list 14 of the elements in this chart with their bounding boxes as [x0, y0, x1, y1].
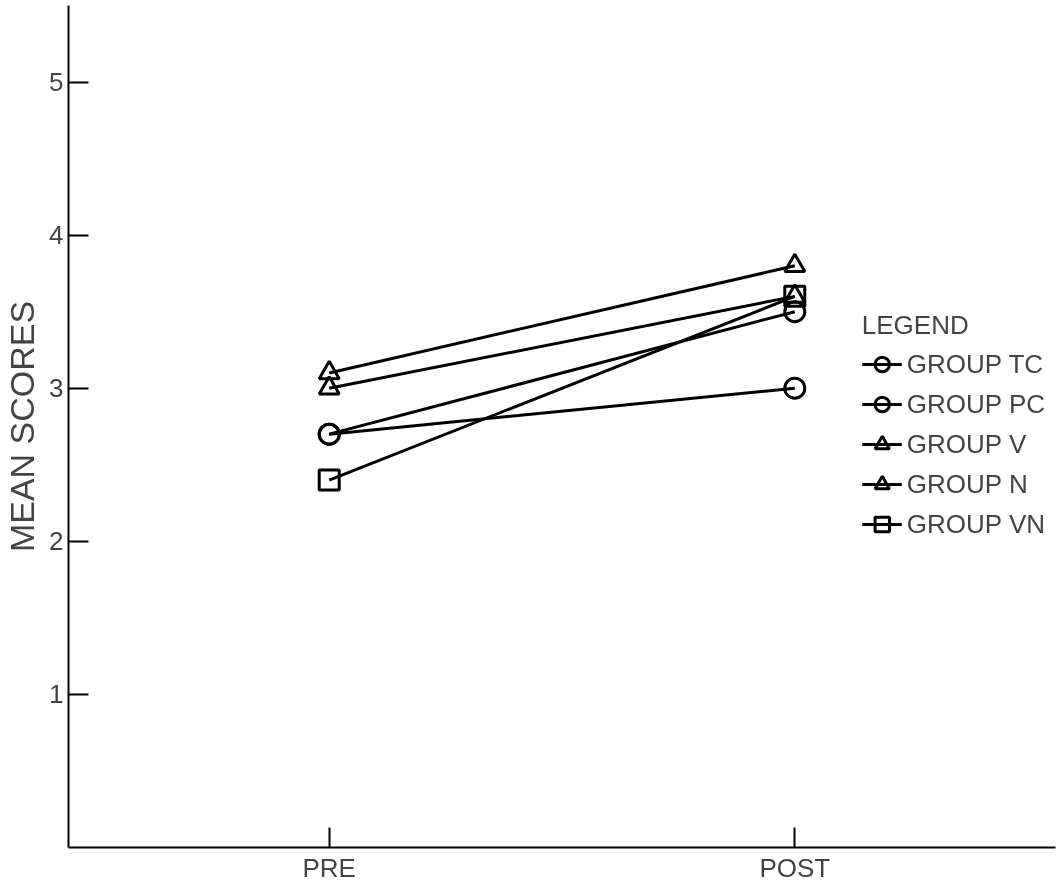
x-tick-label: POST	[759, 852, 831, 883]
y-tick-label: 1	[49, 679, 64, 710]
legend-label: GROUP TC	[906, 348, 1044, 380]
legend-label: GROUP VN	[906, 508, 1045, 540]
y-tick-label: 5	[49, 67, 64, 98]
y-axis-title: MEAN SCORES	[3, 300, 42, 553]
legend-label: GROUP PC	[906, 388, 1045, 420]
y-tick-label: 3	[49, 373, 64, 404]
legend-label: GROUP V	[906, 428, 1027, 460]
x-tick-label: PRE	[302, 852, 356, 883]
y-tick-label: 4	[49, 220, 64, 251]
y-tick-label: 2	[49, 526, 64, 557]
legend-title: LEGEND	[861, 310, 970, 341]
legend-label: GROUP N	[906, 468, 1028, 500]
